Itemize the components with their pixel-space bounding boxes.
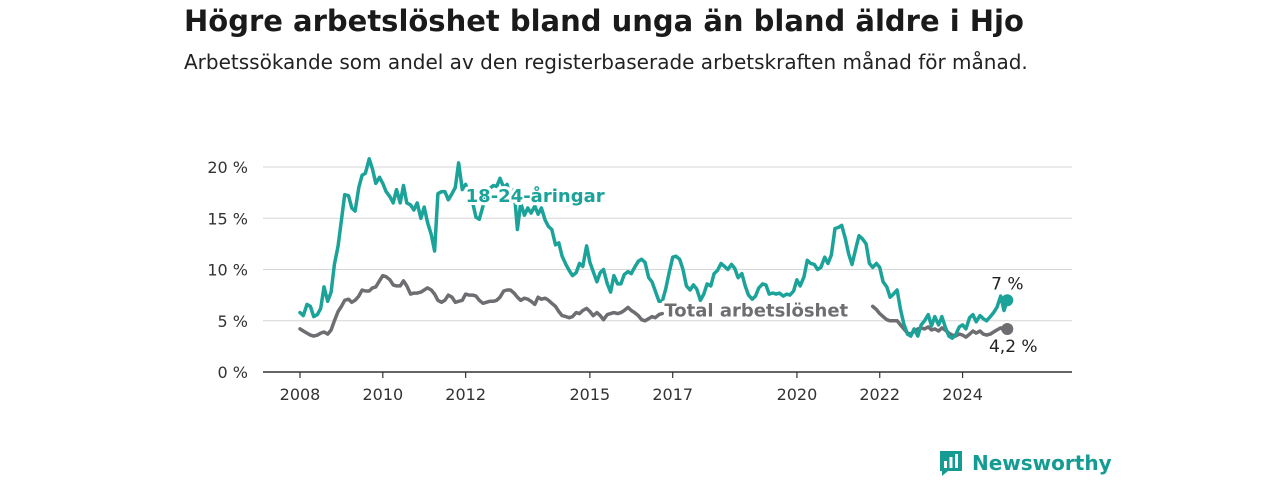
x-tick-label: 2024 [942,385,983,404]
y-axis-ticks: 0 % 5 % 10 % 15 % 20 % [207,158,248,382]
series-lines [298,157,1010,340]
y-tick-label: 0 % [218,363,248,382]
x-tick-label: 2022 [859,385,900,404]
series-endpoints: 7 % 4,2 % [989,274,1038,357]
endpoint-youth [1001,294,1014,307]
bar-chart-logo-icon [940,451,962,476]
y-tick-label: 10 % [207,261,248,280]
chart-subtitle: Arbetssökande som andel av den registerb… [184,50,1028,74]
brand-logo: Newsworthy [938,449,1112,477]
y-tick-label: 15 % [207,209,248,228]
series-line-total-end [870,304,1010,339]
y-tick-label: 5 % [218,312,248,331]
end-label-total: 4,2 % [989,337,1038,357]
series-line-youth [298,157,1010,340]
series-line-total [298,273,665,338]
y-tick-label: 20 % [207,158,248,177]
x-axis: 2008 2010 2012 2015 2017 2020 2022 2024 [263,371,1072,404]
x-tick-label: 2020 [777,385,818,404]
x-tick-label: 2010 [362,385,403,404]
x-tick-label: 2017 [652,385,693,404]
x-tick-label: 2012 [445,385,486,404]
endpoint-total [1001,322,1014,335]
series-label-youth: 18-24-åringar [466,185,605,207]
x-tick-label: 2008 [280,385,321,404]
end-label-youth: 7 % [991,274,1023,294]
chart-title: Högre arbetslöshet bland unga än bland ä… [184,4,1024,38]
series-labels: 18-24-åringar Total arbetslöshet [463,182,852,325]
brand-name: Newsworthy [972,451,1112,475]
series-label-total: Total arbetslöshet [664,301,848,322]
x-tick-label: 2015 [570,385,611,404]
